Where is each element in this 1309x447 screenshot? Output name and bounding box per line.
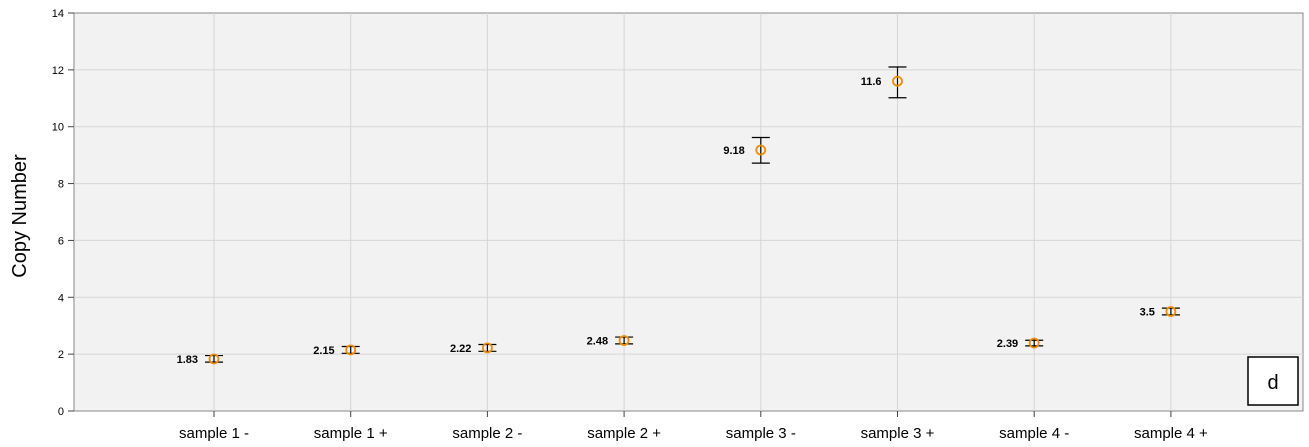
data-label: 2.39: [997, 338, 1018, 350]
data-point-group: 2.15: [313, 344, 360, 357]
panel-label-box: [1247, 356, 1299, 406]
y-tick-label: 8: [58, 179, 64, 191]
data-point: [208, 353, 220, 365]
data-point-group: 9.18: [723, 136, 770, 164]
plot-area: [73, 12, 1304, 412]
x-tick-label: sample 4 -: [999, 425, 1069, 442]
data-points: 1.83 2.15 2.22 2.48 9.18 11.6 2.39 3.5: [177, 66, 1180, 366]
data-point: [892, 75, 903, 87]
y-axis-label: Copy Number: [9, 154, 31, 278]
y-tick-label: 4: [58, 292, 64, 304]
data-point-group: 3.5: [1140, 306, 1180, 319]
y-tick-label: 0: [58, 406, 64, 418]
data-label: 9.18: [723, 145, 744, 157]
data-label: 2.48: [587, 335, 608, 347]
data-point-group: 11.6: [861, 66, 907, 99]
x-tick-label: sample 3 -: [726, 425, 796, 442]
x-tick-label: sample 4 +: [1134, 425, 1208, 442]
data-label: 2.22: [450, 343, 471, 355]
data-label: 2.15: [313, 345, 334, 357]
data-point: [755, 144, 767, 156]
data-point: [618, 335, 630, 346]
y-tick-label: 6: [58, 235, 64, 247]
data-label: 1.83: [177, 354, 198, 366]
data-point: [1165, 306, 1177, 317]
y-tick-label: 14: [52, 8, 64, 20]
y-tick-label: 2: [58, 349, 64, 361]
data-point-group: 1.83: [177, 353, 223, 366]
y-axis-ticks: 0 2 4 6 8 10 12 14: [52, 8, 74, 418]
data-point: [481, 342, 493, 354]
x-tick-label: sample 2 -: [452, 425, 522, 442]
y-tick-label: 10: [52, 122, 64, 134]
x-tick-label: sample 1 -: [179, 425, 249, 442]
x-tick-label: sample 2 +: [587, 425, 661, 442]
data-point: [345, 344, 357, 356]
x-axis-ticks: sample 1 - sample 1 + sample 2 - sample 2 +…: [179, 411, 1208, 442]
panel-label: d: [1267, 372, 1278, 394]
data-point-group: 2.22: [450, 342, 497, 355]
x-tick-label: sample 3 +: [861, 425, 935, 442]
data-point-group: 2.48: [587, 335, 634, 347]
y-tick-label: 12: [52, 65, 64, 77]
data-label: 11.6: [861, 76, 882, 88]
data-point: [1028, 337, 1040, 349]
data-point-group: 2.39: [997, 337, 1044, 350]
x-tick-label: sample 1 +: [314, 425, 388, 442]
data-label: 3.5: [1140, 307, 1155, 319]
